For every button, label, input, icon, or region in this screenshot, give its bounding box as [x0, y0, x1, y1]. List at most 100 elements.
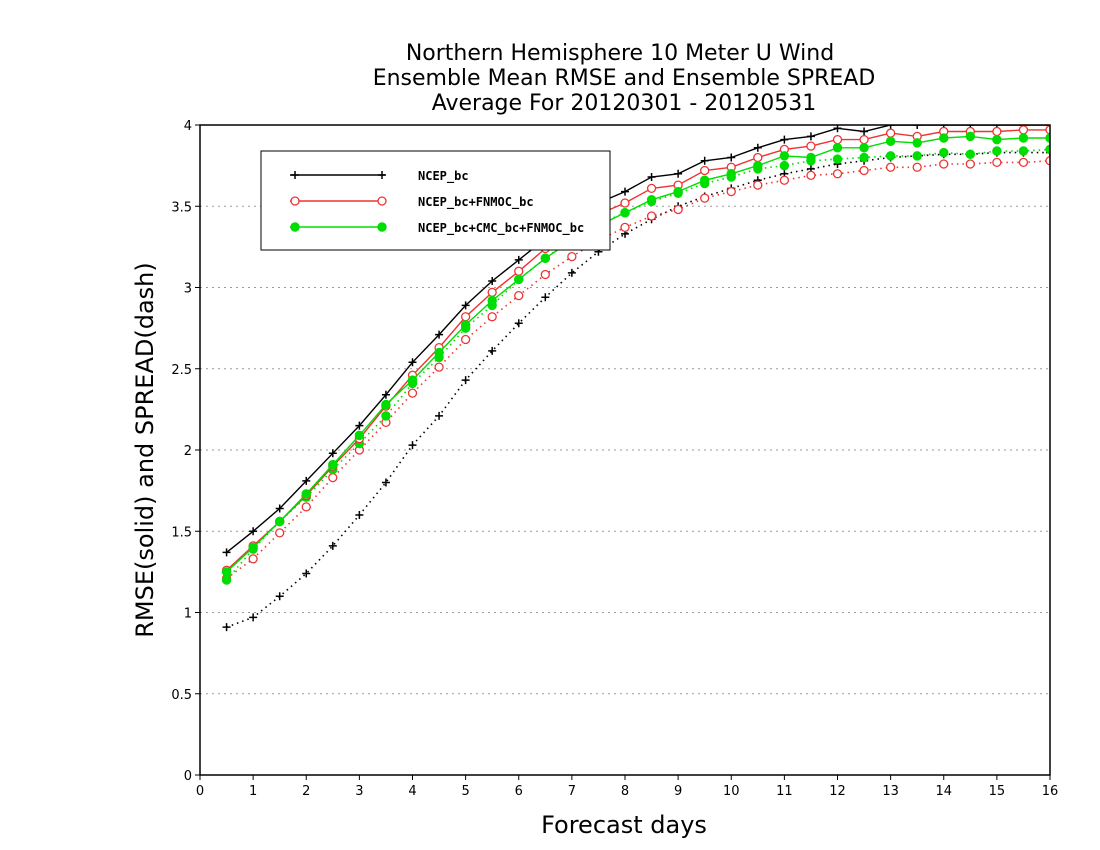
- open-circle-marker: [779, 175, 790, 185]
- open-circle-marker: [965, 159, 975, 169]
- y-tick-label: 2.5: [171, 363, 192, 378]
- x-tick-label: 13: [882, 784, 899, 799]
- filled-circle-marker: [248, 542, 258, 553]
- filled-circle-marker: [939, 133, 949, 143]
- open-circle-marker: [992, 157, 1002, 168]
- plus-marker: [621, 187, 629, 196]
- open-circle-marker: [806, 170, 816, 181]
- filled-circle-marker: [832, 143, 843, 153]
- plus-marker: [328, 449, 337, 458]
- plus-marker: [806, 132, 815, 141]
- plus-marker: [275, 504, 284, 513]
- open-circle-marker: [301, 502, 311, 512]
- x-axis-ticks: 0 1 2 3 4 5 6 7 8 9 10 11 12 13 14 15 16: [196, 775, 1058, 799]
- filled-circle-marker: [301, 489, 311, 499]
- filled-circle-marker: [1018, 146, 1029, 156]
- x-tick-label: 5: [461, 784, 469, 799]
- open-circle-marker: [248, 554, 258, 564]
- plus-marker: [647, 173, 656, 181]
- open-circle-marker: [514, 266, 524, 276]
- filled-circle-marker: [885, 136, 896, 146]
- plus-marker: [302, 476, 311, 485]
- open-circle-marker: [992, 126, 1002, 137]
- plus-marker: [700, 156, 709, 165]
- filled-circle-marker: [992, 146, 1002, 156]
- plus-marker: [753, 143, 762, 152]
- filled-circle-marker: [290, 222, 300, 232]
- open-circle-marker: [753, 152, 763, 163]
- filled-circle-marker: [620, 208, 630, 218]
- open-circle-marker: [673, 204, 683, 215]
- plus-marker: [408, 441, 417, 450]
- open-circle-marker: [514, 290, 524, 301]
- filled-circle-marker: [912, 151, 922, 161]
- open-circle-marker: [487, 287, 497, 298]
- filled-circle-marker: [965, 131, 976, 142]
- x-tick-label: 2: [302, 784, 310, 799]
- open-circle-marker: [460, 334, 471, 345]
- legend: NCEP_bc NCEP_bc+FNMOC_bc NCEP_bc+CMC_bc+FN…: [260, 150, 611, 251]
- filled-circle-marker: [381, 399, 391, 410]
- y-tick-label: 0: [184, 769, 192, 784]
- open-circle-marker: [275, 528, 285, 538]
- filled-circle-marker: [699, 175, 710, 185]
- x-tick-label: 3: [355, 784, 363, 799]
- x-tick-label: 15: [989, 784, 1006, 799]
- filled-circle-marker: [540, 253, 551, 263]
- y-tick-label: 4: [184, 119, 192, 134]
- plus-marker: [291, 171, 299, 179]
- open-circle-marker: [726, 186, 736, 197]
- y-tick-label: 3.5: [171, 200, 192, 215]
- plus-marker: [249, 527, 258, 536]
- x-tick-label: 11: [776, 784, 793, 799]
- open-circle-marker: [885, 162, 896, 172]
- plus-marker: [435, 411, 444, 420]
- plus-marker: [674, 169, 683, 178]
- filled-circle-marker: [221, 575, 232, 585]
- open-circle-marker: [859, 165, 869, 176]
- y-axis-label: RMSE(solid) and SPREAD(dash): [131, 262, 159, 638]
- open-circle-marker: [1045, 125, 1050, 135]
- x-tick-label: 8: [621, 784, 629, 799]
- open-circle-marker: [407, 388, 418, 398]
- filled-circle-marker: [673, 186, 683, 197]
- x-tick-label: 14: [935, 784, 952, 799]
- x-tick-label: 7: [568, 784, 576, 799]
- open-circle-marker: [885, 128, 896, 138]
- plus-marker: [488, 346, 497, 355]
- filled-circle-marker: [912, 138, 922, 148]
- y-tick-label: 2: [184, 444, 192, 459]
- filled-circle-marker: [779, 151, 790, 161]
- plus-marker: [355, 511, 364, 519]
- filled-circle-marker: [939, 147, 949, 158]
- filled-circle-marker: [434, 347, 444, 358]
- series-2-spread: [221, 156, 1050, 584]
- legend-entry-2: NCEP_bc+FNMOC_bc: [290, 195, 534, 210]
- x-axis-label: Forecast days: [541, 811, 707, 839]
- series-3-rmse: [221, 131, 1050, 577]
- open-circle-marker: [832, 134, 843, 145]
- open-circle-marker: [567, 251, 577, 262]
- filled-circle-marker: [779, 160, 790, 171]
- open-circle-marker: [1018, 125, 1029, 135]
- rmse-line: [226, 125, 1050, 553]
- open-circle-marker: [859, 134, 869, 145]
- filled-circle-marker: [859, 143, 869, 153]
- filled-circle-marker: [381, 411, 391, 421]
- plus-marker: [488, 277, 497, 285]
- open-circle-marker: [487, 312, 497, 322]
- filled-circle-marker: [832, 154, 843, 164]
- x-tick-label: 1: [249, 784, 257, 799]
- open-circle-marker: [1018, 157, 1029, 168]
- filled-circle-marker: [354, 430, 365, 441]
- filled-circle-marker: [407, 375, 418, 385]
- filled-circle-marker: [992, 134, 1002, 145]
- plus-marker: [355, 421, 364, 430]
- chart-title-line-1: Northern Hemisphere 10 Meter U Wind: [406, 41, 834, 66]
- open-circle-marker: [700, 193, 710, 203]
- open-circle-marker: [806, 141, 816, 151]
- x-tick-label: 16: [1042, 784, 1059, 799]
- filled-circle-marker: [859, 152, 869, 163]
- open-circle-marker: [912, 162, 922, 172]
